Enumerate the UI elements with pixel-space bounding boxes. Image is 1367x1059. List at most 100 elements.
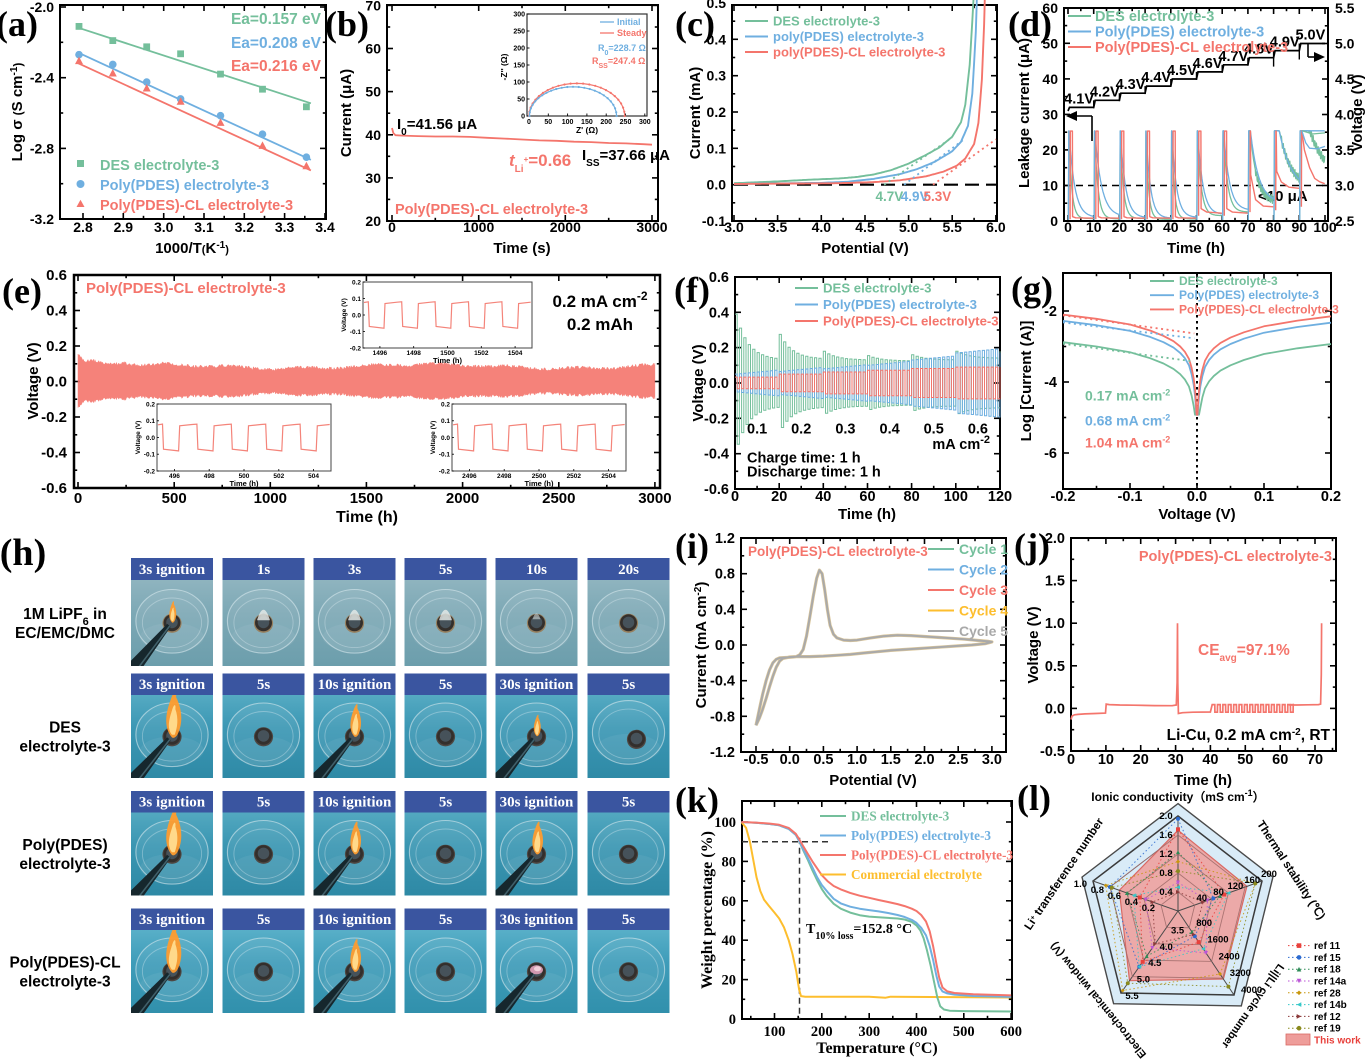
svg-text:2502: 2502 <box>567 473 582 480</box>
svg-text:3.4: 3.4 <box>315 219 335 235</box>
svg-text:DES electrolyte-3: DES electrolyte-3 <box>823 281 931 296</box>
svg-text:0.2: 0.2 <box>441 401 450 408</box>
svg-text:4.5: 4.5 <box>855 219 875 235</box>
svg-text:Poly(PDES)-CL: Poly(PDES)-CL <box>9 955 120 972</box>
svg-text:3.5: 3.5 <box>768 219 788 235</box>
svg-text:10: 10 <box>1042 178 1058 194</box>
svg-text:40: 40 <box>1163 219 1179 235</box>
svg-text:300: 300 <box>639 119 651 126</box>
svg-text:0.2: 0.2 <box>146 401 155 408</box>
svg-text:10: 10 <box>1086 219 1102 235</box>
svg-text:Voltage (V): Voltage (V) <box>1158 506 1235 523</box>
svg-text:5s: 5s <box>622 677 636 693</box>
svg-text:200: 200 <box>513 46 525 53</box>
svg-text:1.0: 1.0 <box>847 752 867 768</box>
svg-text:3000: 3000 <box>638 490 671 507</box>
svg-text:0.0: 0.0 <box>715 638 735 654</box>
svg-text:5s: 5s <box>439 562 453 578</box>
svg-text:5s: 5s <box>257 677 271 693</box>
svg-text:3s ignition: 3s ignition <box>139 912 206 928</box>
svg-text:0.2: 0.2 <box>1142 903 1155 914</box>
svg-text:2400: 2400 <box>1219 951 1240 962</box>
svg-text:3000: 3000 <box>636 219 667 235</box>
svg-text:Time (h): Time (h) <box>229 479 259 488</box>
svg-text:poly(PDES) electrolyte-3: poly(PDES) electrolyte-3 <box>773 29 924 44</box>
svg-text:DES electrolyte-3: DES electrolyte-3 <box>1179 274 1278 288</box>
svg-text:50: 50 <box>1042 35 1058 51</box>
svg-text:ref 12: ref 12 <box>1314 1012 1341 1023</box>
svg-text:0.68 mA cm-2: 0.68 mA cm-2 <box>1085 412 1170 428</box>
svg-text:ref 15: ref 15 <box>1314 953 1341 964</box>
svg-text:200: 200 <box>811 1024 833 1040</box>
svg-text:504: 504 <box>308 473 319 480</box>
svg-text:0.3: 0.3 <box>835 421 855 437</box>
svg-text:poly(PDES)-CL electrolyte-3: poly(PDES)-CL electrolyte-3 <box>773 45 945 60</box>
svg-text:1000: 1000 <box>463 219 494 235</box>
svg-text:20: 20 <box>1133 752 1149 768</box>
svg-text:0.1: 0.1 <box>352 296 361 303</box>
svg-text:5.5: 5.5 <box>1125 991 1139 1002</box>
svg-text:0.1: 0.1 <box>747 421 767 437</box>
svg-text:500: 500 <box>953 1024 975 1040</box>
svg-text:20: 20 <box>1112 219 1128 235</box>
svg-text:Commercial electrolyte: Commercial electrolyte <box>851 867 982 882</box>
svg-text:Ea=0.157 eV: Ea=0.157 eV <box>231 11 322 28</box>
svg-text:1500: 1500 <box>440 350 455 357</box>
svg-text:I0=41.56 μA: I0=41.56 μA <box>397 116 477 138</box>
svg-text:0.3: 0.3 <box>707 68 727 84</box>
svg-text:1.5: 1.5 <box>1045 574 1065 590</box>
svg-text:200: 200 <box>600 119 612 126</box>
svg-text:-4: -4 <box>1044 375 1057 391</box>
svg-text:Poly(PDES)-CL electrolyte-3: Poly(PDES)-CL electrolyte-3 <box>1179 302 1339 316</box>
svg-text:1600: 1600 <box>1207 935 1228 946</box>
svg-text:4.8V: 4.8V <box>1244 42 1274 58</box>
svg-text:2.9: 2.9 <box>114 219 134 235</box>
svg-text:2.0: 2.0 <box>914 752 934 768</box>
svg-text:(k): (k) <box>675 780 719 820</box>
svg-text:4.0: 4.0 <box>1160 942 1173 953</box>
svg-text:0: 0 <box>729 1012 736 1028</box>
svg-text:2500: 2500 <box>542 490 575 507</box>
svg-text:4.5: 4.5 <box>1335 71 1355 87</box>
svg-text:5s: 5s <box>439 912 453 928</box>
svg-text:Voltage (V): Voltage (V) <box>341 298 348 331</box>
svg-text:3.0: 3.0 <box>724 219 744 235</box>
svg-text:5s: 5s <box>257 795 271 811</box>
svg-text:DES electrolyte-3: DES electrolyte-3 <box>851 809 950 824</box>
svg-text:40: 40 <box>1197 893 1208 904</box>
svg-text:40: 40 <box>815 489 831 505</box>
svg-text:Voltage (V): Voltage (V) <box>1349 74 1366 151</box>
svg-text:3.3: 3.3 <box>275 219 295 235</box>
svg-text:Potential (V): Potential (V) <box>821 240 909 257</box>
svg-text:1500: 1500 <box>350 490 383 507</box>
svg-text:0.17 mA cm-2: 0.17 mA cm-2 <box>1085 388 1170 404</box>
svg-text:0.2: 0.2 <box>46 338 67 355</box>
svg-text:50: 50 <box>1237 752 1253 768</box>
svg-text:60: 60 <box>859 489 875 505</box>
svg-text:30: 30 <box>1168 752 1184 768</box>
svg-text:2.5: 2.5 <box>948 752 968 768</box>
svg-text:Time (h): Time (h) <box>1167 240 1225 257</box>
svg-text:1000: 1000 <box>254 490 287 507</box>
svg-text:0.4: 0.4 <box>707 31 727 47</box>
svg-text:3.0: 3.0 <box>154 219 174 235</box>
svg-text:60: 60 <box>1272 752 1288 768</box>
svg-text:400: 400 <box>906 1024 928 1040</box>
svg-text:10s: 10s <box>526 562 547 578</box>
svg-text:0.6: 0.6 <box>46 267 67 284</box>
svg-text:electrolyte-3: electrolyte-3 <box>19 856 111 873</box>
svg-text:0.4: 0.4 <box>709 305 729 321</box>
svg-text:Voltage (V): Voltage (V) <box>690 344 707 421</box>
svg-text:80: 80 <box>1213 887 1224 898</box>
svg-text:502: 502 <box>273 473 284 480</box>
svg-text:(d): (d) <box>1008 4 1052 44</box>
svg-text:(h): (h) <box>0 532 46 574</box>
svg-text:10s ignition: 10s ignition <box>318 677 392 693</box>
svg-text:-0.2: -0.2 <box>704 411 729 427</box>
svg-text:0.0: 0.0 <box>1187 489 1207 505</box>
svg-text:ref 28: ref 28 <box>1314 988 1341 999</box>
svg-text:70: 70 <box>365 0 381 13</box>
svg-text:0: 0 <box>1067 752 1075 768</box>
svg-text:100: 100 <box>513 80 525 87</box>
svg-text:1504: 1504 <box>508 350 523 357</box>
